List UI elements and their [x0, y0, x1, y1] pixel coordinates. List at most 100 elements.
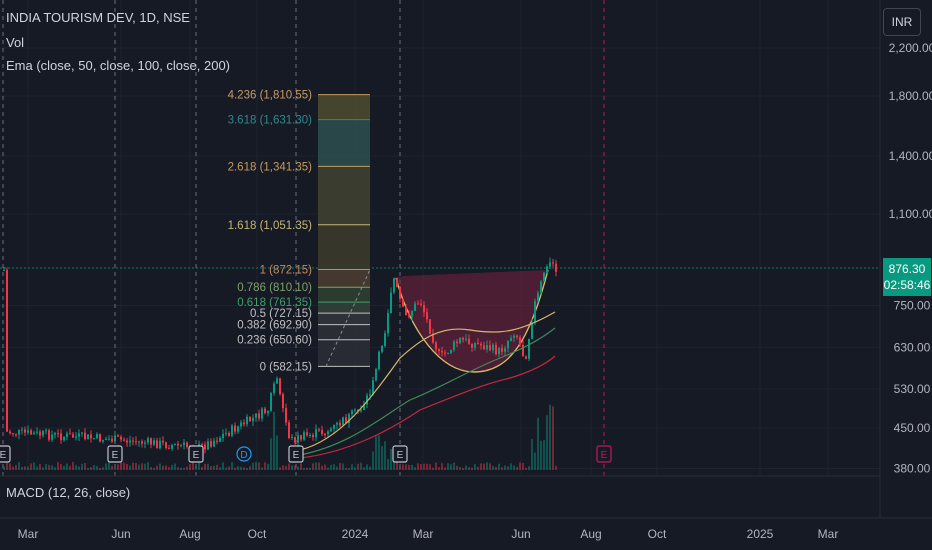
- volume-bar: [516, 466, 518, 470]
- time-tick: Oct: [248, 527, 267, 541]
- candle-body: [84, 432, 86, 440]
- volume-bar: [501, 467, 503, 470]
- candle-body: [180, 445, 182, 447]
- volume-bar: [135, 463, 137, 470]
- candle-body: [273, 383, 275, 394]
- candle-body: [18, 429, 20, 435]
- candle-body: [420, 303, 422, 306]
- candle-body: [96, 434, 98, 439]
- candle-body: [66, 433, 68, 437]
- candle-body: [441, 351, 443, 353]
- volume-bar: [447, 463, 449, 470]
- candle-body: [495, 344, 497, 355]
- candle-body: [45, 430, 47, 432]
- candle-body: [120, 436, 122, 440]
- cup-pattern[interactable]: [395, 269, 549, 373]
- price-axis[interactable]: 2,200.00 1,800.00 1,400.00 1,100.00 750.00 63…: [889, 41, 932, 476]
- candle-body: [156, 440, 158, 449]
- volume-bar: [150, 466, 152, 470]
- volume-bar: [318, 462, 320, 470]
- ema-legend[interactable]: Ema (close, 50, close, 100, close, 200): [6, 58, 231, 73]
- volume-bar: [69, 465, 71, 470]
- candle-body: [69, 433, 71, 435]
- candle-body: [309, 434, 311, 436]
- fibonacci-extension[interactable]: 4.236 (1,810.55) 3.618 (1,631.30) 2.618 (1…: [228, 90, 371, 374]
- volume-bar: [405, 464, 407, 470]
- candle-body: [237, 426, 239, 432]
- candle-body: [489, 345, 491, 351]
- fib-zone: [318, 166, 370, 225]
- candle-body: [231, 425, 233, 436]
- candle-body: [264, 408, 266, 413]
- candle-body: [345, 417, 347, 424]
- volume-bar: [339, 462, 341, 470]
- time-tick: Oct: [648, 527, 667, 541]
- candle-body: [222, 433, 224, 438]
- volume-bar: [177, 467, 179, 470]
- candle-body: [240, 422, 242, 427]
- candle-body: [165, 442, 167, 448]
- candle-body: [510, 337, 512, 341]
- candle-body: [516, 335, 518, 338]
- volume-bar: [141, 463, 143, 470]
- candle-body: [147, 438, 149, 443]
- volume-legend[interactable]: Vol: [6, 35, 25, 50]
- volume-bar: [375, 436, 377, 470]
- last-price-value: 876.30: [888, 262, 926, 276]
- symbol-legend[interactable]: INDIA TOURISM DEV, 1D, NSE: [6, 10, 190, 25]
- time-axis[interactable]: Mar Jun Aug Oct 2024 Mar Jun Aug Oct 2025 Mar: [18, 527, 839, 541]
- candle-body: [201, 444, 203, 446]
- volume-bar: [552, 406, 554, 470]
- volume-bar: [495, 467, 497, 470]
- candle-body: [552, 262, 554, 264]
- fib-zone: [318, 94, 370, 120]
- candle-body: [555, 263, 557, 272]
- candle-body: [402, 298, 404, 307]
- candle-body: [348, 414, 350, 424]
- volume-bar: [264, 462, 266, 470]
- candle-body: [540, 281, 542, 294]
- candle-body: [387, 313, 389, 334]
- volume-bar: [363, 467, 365, 470]
- volume-bar: [126, 463, 128, 470]
- volume-bar: [99, 467, 101, 470]
- candle-body: [465, 338, 467, 340]
- fib-level-label: 4.236 (1,810.55): [228, 90, 313, 102]
- volume-bar: [243, 467, 245, 470]
- candle-body: [549, 262, 551, 267]
- candle-body: [219, 437, 221, 442]
- volume-bar: [258, 462, 260, 470]
- fib-level-label: 1.618 (1,051.35): [228, 220, 313, 232]
- candle-body: [72, 434, 74, 438]
- volume-bar: [528, 466, 530, 470]
- currency-button[interactable]: INR: [883, 8, 921, 36]
- time-tick: 2024: [342, 527, 369, 541]
- fib-level-label: 0.618 (761.35): [237, 297, 312, 309]
- volume-bar: [54, 467, 56, 470]
- volume-bar: [429, 464, 431, 470]
- volume-bar: [117, 464, 119, 470]
- price-tick: 1,800.00: [889, 89, 932, 103]
- volume-bar: [441, 463, 443, 470]
- volume-bar: [237, 466, 239, 470]
- volume-bar: [420, 464, 422, 470]
- candle-body: [399, 286, 401, 299]
- candle-body: [210, 441, 212, 447]
- candle-body: [375, 369, 377, 381]
- candle-body: [168, 447, 170, 449]
- cup-fill: [396, 270, 548, 372]
- macd-legend[interactable]: MACD (12, 26, close): [6, 485, 131, 500]
- volume-bar: [228, 466, 230, 470]
- volume-bar: [408, 464, 410, 470]
- volume-bar: [189, 464, 191, 470]
- fib-zone: [318, 324, 370, 340]
- candle-body: [474, 342, 476, 348]
- volume-bar: [108, 462, 110, 470]
- earnings-marker: [596, 445, 612, 463]
- candle-body: [39, 431, 41, 436]
- time-tick: Aug: [580, 527, 601, 541]
- ema-lines: [299, 311, 556, 459]
- volume-bar: [12, 466, 14, 470]
